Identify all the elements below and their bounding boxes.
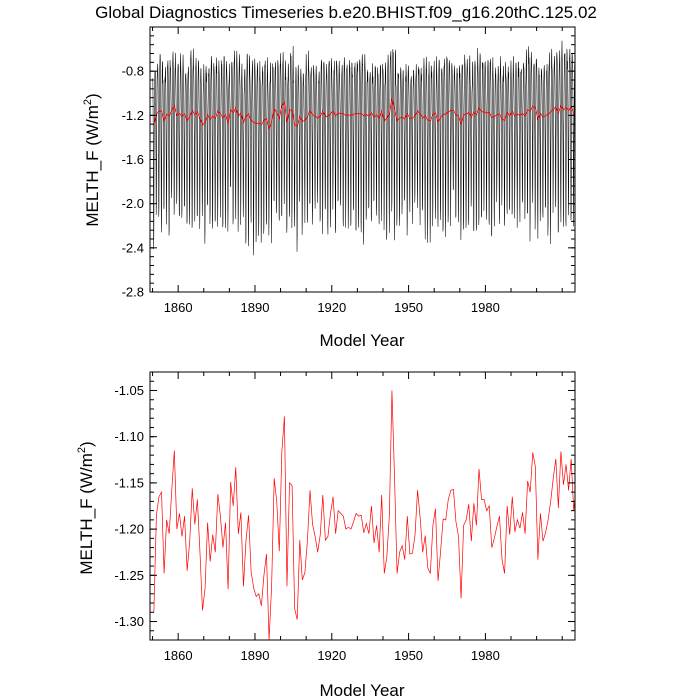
bottom-x-tick-label: 1950	[394, 648, 423, 663]
bottom-x-tick-label: 1890	[241, 648, 270, 663]
chart-title: Global Diagnostics Timeseries b.e20.BHIS…	[95, 3, 597, 22]
top-x-tick-label: 1950	[394, 300, 423, 315]
bottom-y-axis-label: MELTH_F (W/m2)	[76, 441, 96, 574]
bottom-y-tick-label: -1.20	[114, 522, 144, 537]
bottom-plot-frame	[149, 371, 576, 641]
top-x-tick-label: 1890	[241, 300, 270, 315]
top-x-tick-label: 1860	[164, 300, 193, 315]
bottom-series-group	[153, 390, 575, 640]
top-series-group	[152, 40, 575, 256]
bottom-x-axis-label: Model Year	[319, 681, 404, 700]
bottom-y-tick-label: -1.25	[114, 568, 144, 583]
bottom-x-tick-label: 1860	[164, 648, 193, 663]
top-y-tick-label: -2.4	[122, 240, 144, 255]
top-y-axis-label: MELTH_F (W/m2)	[82, 93, 102, 226]
top-panel: 1860 1890 1920 1950 1980 -2.8 -2.4 -2.0 -1.6 -1.2…	[82, 26, 576, 350]
bottom-y-tick-label: -1.30	[114, 614, 144, 629]
top-ticks-group: 1860 1890 1920 1950 1980 -2.8 -2.4 -2.0 -1.6 -1.2…	[122, 26, 575, 315]
bottom-panel: 1860 1890 1920 1950 1980 -1.30 -1.25 -1.20 -1.15…	[76, 371, 576, 700]
top-x-tick-label: 1980	[471, 300, 500, 315]
top-y-tick-label: -0.8	[122, 64, 144, 79]
top-monthly-line	[152, 40, 575, 256]
bottom-y-tick-label: -1.10	[114, 429, 144, 444]
top-x-tick-label: 1920	[317, 300, 346, 315]
top-y-tick-label: -2.0	[122, 196, 144, 211]
top-annual-mean-line	[153, 98, 575, 131]
bottom-y-tick-label: -1.15	[114, 475, 144, 490]
top-plot-frame	[149, 26, 576, 293]
top-y-tick-label: -1.6	[122, 152, 144, 167]
bottom-x-tick-label: 1920	[317, 648, 346, 663]
bottom-ticks-group: 1860 1890 1920 1950 1980 -1.30 -1.25 -1.20 -1.15…	[114, 371, 575, 663]
top-x-axis-label: Model Year	[319, 331, 404, 350]
top-y-tick-label: -2.8	[122, 285, 144, 300]
bottom-x-tick-label: 1980	[471, 648, 500, 663]
bottom-annual-mean-line	[153, 390, 575, 640]
top-y-tick-label: -1.2	[122, 108, 144, 123]
bottom-y-tick-label: -1.05	[114, 383, 144, 398]
